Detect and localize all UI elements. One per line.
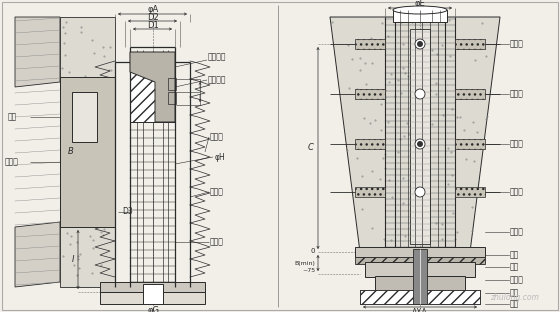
Text: ~75: ~75: [302, 269, 315, 274]
Bar: [143, 284, 163, 304]
Text: φA: φA: [147, 6, 158, 14]
Text: 工作锚板: 工作锚板: [208, 76, 226, 85]
Bar: [72, 92, 97, 142]
Bar: [355, 39, 385, 49]
Bar: [130, 52, 175, 122]
Text: 锚垫板: 锚垫板: [5, 158, 19, 167]
Bar: [100, 292, 205, 304]
Bar: [100, 282, 205, 292]
Text: φE: φE: [414, 0, 426, 8]
Text: 压板: 压板: [510, 300, 519, 309]
Text: 承压头: 承压头: [510, 275, 524, 285]
Text: 锚板: 锚板: [510, 262, 519, 271]
Polygon shape: [330, 17, 500, 252]
Text: 螺母: 螺母: [510, 251, 519, 260]
Polygon shape: [360, 290, 480, 304]
Text: 螺母: 螺母: [8, 113, 17, 121]
Text: I: I: [72, 255, 74, 264]
Text: B: B: [68, 148, 74, 157]
Bar: [355, 187, 385, 197]
Polygon shape: [60, 17, 115, 287]
Text: 螺栓: 螺栓: [510, 289, 519, 298]
Bar: [168, 92, 176, 104]
Bar: [455, 187, 485, 197]
Text: zhulong.com: zhulong.com: [490, 293, 539, 301]
Text: 螺旋筋: 螺旋筋: [210, 133, 224, 142]
Text: 波纹管: 波纹管: [510, 40, 524, 48]
Bar: [365, 262, 475, 277]
Text: 0: 0: [310, 248, 315, 254]
Bar: [413, 249, 427, 304]
Bar: [455, 139, 485, 149]
Text: φH: φH: [215, 153, 226, 162]
Polygon shape: [15, 222, 60, 287]
Polygon shape: [130, 52, 175, 122]
Text: 螺旋筋: 螺旋筋: [510, 139, 524, 149]
Text: C: C: [308, 144, 314, 153]
Bar: [360, 290, 480, 304]
Text: D1: D1: [147, 21, 159, 30]
Bar: [393, 10, 447, 22]
Circle shape: [415, 39, 425, 49]
Bar: [355, 139, 385, 149]
Text: 钢绞线: 钢绞线: [210, 237, 224, 246]
Bar: [375, 276, 465, 292]
Circle shape: [415, 187, 425, 197]
Text: 工作夹片: 工作夹片: [208, 52, 226, 61]
Circle shape: [415, 89, 425, 99]
Polygon shape: [15, 17, 60, 87]
Bar: [355, 247, 485, 257]
Text: AXA: AXA: [412, 308, 428, 312]
Circle shape: [417, 41, 423, 47]
Text: 钢绞线: 钢绞线: [510, 227, 524, 236]
Polygon shape: [355, 257, 485, 264]
Text: D2: D2: [147, 12, 159, 22]
Text: 波纹管: 波纹管: [210, 188, 224, 197]
Circle shape: [417, 141, 423, 147]
Bar: [455, 89, 485, 99]
Text: φG: φG: [147, 306, 159, 312]
Text: 波纹管: 波纹管: [510, 188, 524, 197]
Text: D3: D3: [122, 207, 133, 217]
Bar: [355, 89, 385, 99]
Bar: [455, 39, 485, 49]
Text: 约束圈: 约束圈: [510, 90, 524, 99]
Ellipse shape: [393, 6, 447, 14]
Text: B(min): B(min): [294, 261, 315, 266]
Bar: [168, 78, 176, 90]
Circle shape: [415, 139, 425, 149]
Bar: [410, 29, 430, 244]
Polygon shape: [60, 77, 115, 227]
